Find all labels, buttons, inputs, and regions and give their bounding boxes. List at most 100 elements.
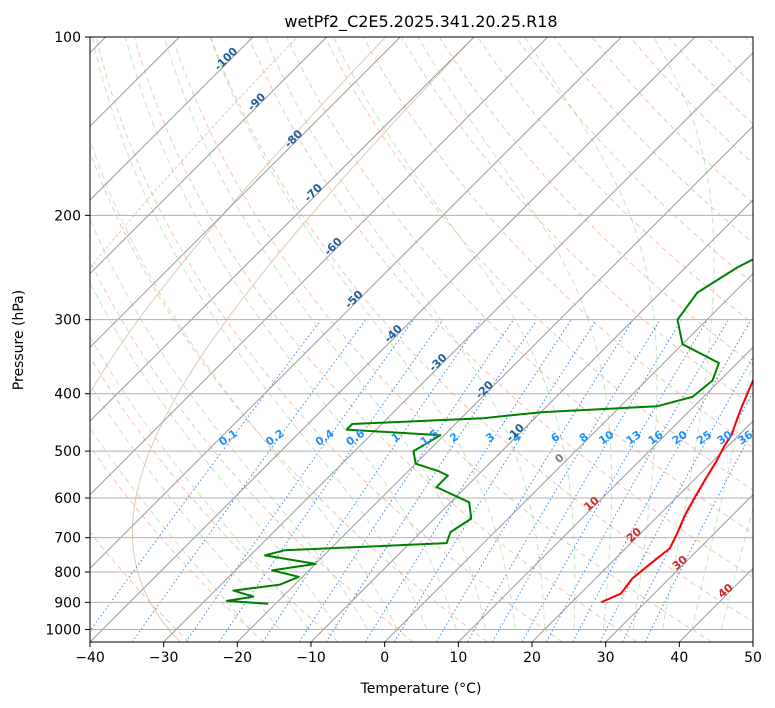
dry-adiabat-line bbox=[133, 37, 638, 642]
mixing-ratio-label: 13 bbox=[624, 428, 644, 447]
moist-adiabat-line bbox=[209, 37, 516, 630]
x-tick-label: −20 bbox=[223, 650, 253, 666]
dry-adiabat-line bbox=[248, 37, 753, 578]
dry-adiabat-line bbox=[438, 37, 753, 366]
y-tick-label: 800 bbox=[54, 565, 81, 581]
moist-adiabat-line bbox=[90, 427, 251, 630]
dry-adiabat-line bbox=[706, 37, 753, 86]
moist-adiabat-label: -40 bbox=[382, 322, 405, 345]
moist-adiabat-line bbox=[691, 358, 753, 630]
x-tick-label: 0 bbox=[380, 650, 389, 666]
mixing-ratio-label: 2 bbox=[447, 430, 461, 445]
moist-adiabat-line bbox=[720, 506, 753, 630]
isotherm-line bbox=[678, 567, 753, 642]
moist-adiabat-line bbox=[90, 335, 310, 630]
isotherm-line bbox=[163, 51, 753, 642]
moist-adiabat-line bbox=[90, 138, 398, 630]
mixing-ratio-label: 0.4 bbox=[313, 427, 337, 449]
x-tick-label: 40 bbox=[670, 650, 688, 666]
dry-adiabat-line bbox=[90, 356, 339, 642]
mixing-ratio-line bbox=[644, 428, 753, 642]
reference-curve-line bbox=[90, 37, 386, 642]
dewpoint-trace bbox=[225, 258, 753, 605]
moist-adiabat-label: -30 bbox=[426, 351, 449, 374]
isotherm-line bbox=[90, 37, 622, 570]
dry-adiabat-line bbox=[90, 259, 414, 642]
dry-adiabat-line bbox=[90, 531, 190, 642]
dry-adiabat-label: 20 bbox=[624, 525, 644, 545]
mixing-ratio-line bbox=[435, 320, 634, 642]
moist-adiabat-label: -20 bbox=[473, 378, 496, 401]
x-axis-label: Temperature (°C) bbox=[360, 681, 482, 697]
y-tick-label: 500 bbox=[54, 444, 81, 460]
isotherm-line bbox=[310, 199, 753, 642]
moist-adiabat-line bbox=[90, 217, 369, 630]
mixing-ratio-label: 3 bbox=[483, 430, 497, 445]
background-reference-lines bbox=[90, 37, 753, 642]
mixing-ratio-line bbox=[262, 320, 482, 642]
y-tick-label: 200 bbox=[54, 208, 81, 224]
dry-adiabat-line bbox=[515, 37, 753, 284]
plot-frame bbox=[89, 36, 754, 643]
moist-adiabat-label: -90 bbox=[245, 90, 268, 113]
mixing-ratio-label: 30 bbox=[715, 428, 735, 448]
dry-adiabat-line bbox=[90, 445, 264, 642]
isotherm-line bbox=[457, 346, 753, 642]
isotherm-line bbox=[384, 272, 753, 642]
chart-title: wetPf2_C2E5.2025.341.20.25.R18 bbox=[284, 12, 557, 32]
dry-adiabat-label: 10 bbox=[582, 494, 602, 514]
y-tick-label: 300 bbox=[54, 313, 81, 329]
moist-adiabat-line bbox=[90, 281, 339, 630]
isotherm-line bbox=[752, 641, 753, 642]
temperature-trace bbox=[600, 378, 753, 604]
dry-adiabat-line bbox=[591, 37, 753, 204]
x-tick-label: 10 bbox=[449, 650, 467, 666]
dry-adiabat-label: 40 bbox=[715, 581, 735, 601]
x-tick-label: 30 bbox=[597, 650, 615, 666]
y-tick-label: 700 bbox=[54, 531, 81, 547]
profile-traces bbox=[225, 258, 753, 605]
moist-adiabat-line bbox=[90, 383, 280, 630]
mixing-ratio-line bbox=[90, 320, 321, 632]
x-tick-label: 20 bbox=[523, 650, 541, 666]
mixing-ratio-label: 0.2 bbox=[263, 427, 286, 449]
x-axis-ticks: −40 −30 −20 −10 0 10 20 30 40 50 bbox=[75, 642, 762, 666]
moist-adiabat-label: -100 bbox=[212, 44, 241, 73]
moist-adiabat-label: -70 bbox=[302, 181, 325, 204]
moist-adiabat-label: -60 bbox=[322, 235, 345, 258]
x-tick-label: −30 bbox=[149, 650, 179, 666]
moist-adiabat-line bbox=[653, 37, 715, 630]
x-tick-label: −10 bbox=[296, 650, 326, 666]
dry-adiabat-line bbox=[477, 37, 753, 325]
moist-adiabat-label: -80 bbox=[282, 127, 305, 150]
grid-lines bbox=[90, 37, 753, 642]
moist-adiabat-line bbox=[125, 37, 457, 630]
mixing-ratio-line bbox=[545, 320, 729, 642]
dry-adiabat-line bbox=[629, 37, 753, 165]
isotherm-line bbox=[531, 420, 753, 642]
dry-adiabat-line bbox=[553, 37, 753, 244]
mixing-ratio-line bbox=[491, 320, 682, 642]
mixing-ratio-line bbox=[298, 320, 514, 642]
mixing-ratio-label: 0.1 bbox=[217, 427, 240, 449]
isotherm-line bbox=[90, 37, 254, 201]
isotherm-line bbox=[90, 37, 328, 275]
moist-adiabat-line bbox=[332, 37, 576, 630]
moist-adiabat-line bbox=[91, 37, 428, 630]
dry-adiabat-line bbox=[286, 37, 753, 534]
moist-adiabat-line bbox=[265, 37, 546, 630]
y-tick-label: 600 bbox=[54, 491, 81, 507]
dry-adiabat-line bbox=[668, 37, 753, 125]
moist-adiabat-line bbox=[417, 37, 612, 630]
y-tick-label: 1000 bbox=[45, 622, 81, 638]
reference-curve-line bbox=[131, 37, 475, 642]
x-tick-label: 50 bbox=[744, 650, 762, 666]
dry-adiabat-line bbox=[95, 37, 563, 642]
mixing-ratio-line bbox=[521, 320, 708, 642]
dry-adiabat-line bbox=[171, 37, 712, 642]
isotherm-line bbox=[90, 37, 401, 349]
dry-adiabat-line bbox=[210, 37, 753, 623]
moist-adiabat-line bbox=[524, 37, 658, 630]
mixing-ratio-label: 36 bbox=[735, 428, 755, 448]
